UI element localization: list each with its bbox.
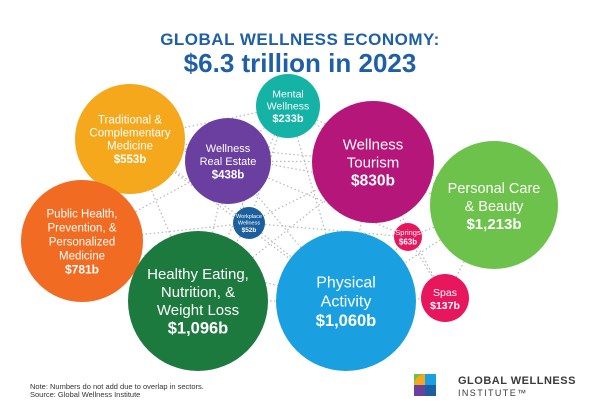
bubble-label: Prevention, & (47, 222, 116, 234)
footer-note: Note: Numbers do not add due to overlap … (30, 383, 204, 399)
bubble-label: Springs (395, 228, 421, 237)
bubble-circle (21, 180, 143, 302)
bubble-circle (312, 101, 434, 223)
bubble-label: Wellness (206, 143, 251, 155)
bubble-label: Public Health, (47, 208, 118, 220)
bubble-label: Wellness (238, 220, 260, 226)
bubble-label: Personal Care (448, 181, 541, 197)
bubble-circle (276, 231, 416, 371)
bubbles: Traditional &ComplementaryMedicine$553bM… (21, 74, 558, 371)
bubble-label: & Beauty (465, 199, 525, 215)
bubble-label: Healthy Eating, (147, 266, 249, 283)
bubble-value: $233b (272, 113, 303, 125)
bubble-circle (185, 118, 271, 204)
bubble-value: $1,213b (466, 216, 521, 233)
bubble-circle (75, 84, 185, 194)
note-text: Note: Numbers do not add due to overlap … (30, 382, 204, 391)
bubble-value: $52b (242, 227, 257, 234)
bubble-label: Physical (316, 275, 376, 292)
source-text: Source: Global Wellness Institute (30, 390, 141, 399)
bubble-label: Spas (433, 287, 457, 299)
bubble-value: $781b (65, 263, 99, 277)
connector-line (407, 204, 495, 238)
sector-bubble: Physical Activity$1,060b (276, 231, 416, 371)
logo-text-line1: GLOBAL WELLNESS (458, 375, 576, 387)
connector-line (248, 222, 347, 302)
bubble-label: Wellness (343, 136, 404, 153)
bubble-circle (421, 274, 469, 322)
logo-text-line2: INSTITUTE™ (458, 388, 528, 398)
bubble-value: $63b (399, 237, 417, 246)
bubble-label: Real Estate (200, 156, 257, 168)
bubble-label: Medicine (59, 250, 105, 262)
bubble-label: Mental (272, 88, 304, 100)
bubble-circle (233, 207, 265, 239)
connector-line (248, 161, 374, 224)
sector-bubble: Springs$63b (394, 223, 422, 251)
bubble-value: $1,060b (316, 312, 377, 330)
bubble-label: Weight Loss (157, 302, 239, 319)
gwi-logo: GLOBAL WELLNESS INSTITUTE™ (410, 370, 590, 400)
sector-bubble: Personal Care & Beauty$1,213b (430, 141, 558, 269)
bubble-label: Wellness (267, 100, 309, 112)
bubble-value: $830b (351, 173, 395, 190)
chart-title-line2: $6.3 trillion in 2023 (183, 48, 417, 78)
bubble-value: $137b (430, 300, 460, 312)
bubble-circle (128, 231, 268, 371)
bubble-circle (430, 141, 558, 269)
bubble-circle (256, 74, 320, 138)
bubble-label: Nutrition, & (161, 284, 235, 301)
bubble-label: Traditional & (98, 114, 162, 126)
sector-bubble: Healthy Eating,Nutrition, &Weight Loss$1… (128, 231, 268, 371)
sector-bubble: Spas$137b (421, 274, 469, 322)
bubble-label: Complementary (89, 127, 170, 139)
chart-title-line1: GLOBAL WELLNESS ECONOMY: (160, 30, 440, 49)
bubble-label: Personalized (49, 236, 115, 248)
bubble-label: Tourism (347, 154, 400, 171)
sector-bubble: Public Health, Prevention, & Personalized M… (21, 180, 143, 302)
bubble-label: Activity (321, 294, 372, 311)
bubble-label: Medicine (107, 140, 153, 152)
bubble-circle (394, 223, 422, 251)
bubble-value: $438b (212, 169, 245, 181)
bubble-label: Workplace (236, 214, 262, 220)
bubble-value: $553b (114, 154, 147, 166)
bubble-value: $1,096b (168, 319, 229, 337)
gwi-logo-icon (414, 374, 436, 396)
connector-line (248, 222, 409, 238)
